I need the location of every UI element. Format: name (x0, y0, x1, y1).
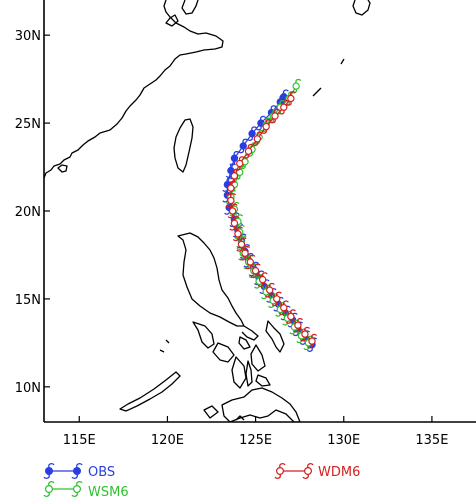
coastline-north (165, 14, 179, 27)
coastline-mindanao (221, 387, 301, 422)
track-point-wdm6 (239, 245, 251, 261)
coastline-mindoro (192, 321, 215, 349)
track-point-wdm6 (278, 99, 289, 115)
legend-wdm6-symbol (302, 463, 314, 479)
coastline-islet-s (235, 415, 245, 421)
lon-tick-label: 115E (63, 433, 96, 448)
coastline-islet-w (159, 349, 165, 353)
lat-tick-label: 25N (15, 117, 41, 132)
track-point-wdm6 (245, 254, 256, 270)
coastline-north-2 (181, 0, 199, 15)
track-point-wdm6 (306, 333, 318, 349)
coastline-island-ne (340, 58, 345, 65)
coastline-mindanao-inlet (203, 405, 219, 419)
coastlines (44, 0, 371, 422)
coastline-samar (265, 320, 285, 353)
lon-tick-label: 135E (415, 433, 448, 448)
lat-tick-label: 15N (15, 293, 41, 308)
coastline-taiwan (173, 118, 194, 173)
track-point-wdm6 (261, 119, 272, 134)
legend-obs-symbol (43, 463, 55, 479)
track-point-wdm6 (264, 282, 275, 298)
track-point-wdm6 (229, 216, 240, 231)
legend-wsm6-symbol (43, 481, 55, 497)
legend-wdm6-label: WDM6 (318, 465, 360, 480)
lon-tick-label: 125E (239, 433, 272, 448)
coastline-luzon-se (241, 325, 259, 341)
lat-tick-label: 10N (15, 381, 41, 396)
track-point-wdm6 (271, 291, 282, 307)
track-point-wdm6 (225, 180, 236, 196)
track-point-wdm6 (269, 108, 281, 124)
track-point-wsm6 (291, 78, 302, 94)
coastline-bohol (255, 374, 271, 387)
coastline-china (44, 0, 224, 179)
track-point-wdm6 (227, 203, 238, 219)
coastline-china-inlet (57, 164, 68, 173)
coastline-japan-north (352, 0, 371, 16)
track-point-wdm6 (278, 300, 289, 315)
coastline-okinawa (312, 87, 322, 97)
coastline-negros (231, 356, 247, 389)
lat-tick-label: 20N (15, 205, 41, 220)
coastline-islet-w2 (165, 339, 170, 344)
track-point-wsm6 (239, 154, 251, 170)
lat-tick-label: 30N (15, 29, 41, 44)
coastline-palawan (119, 371, 181, 412)
lon-tick-label: 120E (151, 433, 184, 448)
legend-wdm6-symbol (274, 463, 286, 479)
coastline-luzon (177, 232, 245, 327)
coastline-cebu (245, 360, 253, 387)
track-point-wdm6 (232, 226, 244, 242)
legend-wsm6-label: WSM6 (88, 485, 129, 500)
typhoon-tracks (222, 78, 318, 352)
map-axes: 115E 120E 125E 130E 135E 10N 15N 20N 25N 30N (15, 29, 449, 448)
track-point-wdm6 (299, 326, 311, 342)
legend-entry-wsm6: WSM6 (43, 481, 129, 500)
legend-wsm6-symbol (71, 481, 83, 497)
track-point-wdm6 (236, 237, 247, 252)
track-point-obs (229, 150, 240, 166)
legend-entry-wdm6: WDM6 (274, 463, 360, 480)
legend-entry-obs: OBS (43, 463, 115, 480)
track-point-obs (246, 126, 258, 141)
legend-obs-label: OBS (88, 465, 115, 480)
track-point-wdm6 (250, 263, 261, 279)
track-point-wdm6 (292, 318, 303, 333)
coastline-leyte (250, 344, 266, 372)
lon-tick-label: 130E (327, 433, 360, 448)
coastline-masbate (238, 336, 251, 350)
track-point-wdm6 (257, 272, 268, 287)
track-point-obs (255, 115, 266, 131)
plot-frame (43, 0, 476, 423)
coastline-panay (212, 342, 235, 363)
track-point-wdm6 (229, 168, 240, 184)
track-line-wdm6 (230, 98, 313, 342)
legend: OBS WSM6 WDM6 (43, 463, 360, 500)
legend-obs-symbol (71, 463, 83, 479)
track-point-wdm6 (285, 91, 296, 106)
track-point-wdm6 (225, 193, 236, 208)
track-point-wdm6 (285, 309, 296, 324)
